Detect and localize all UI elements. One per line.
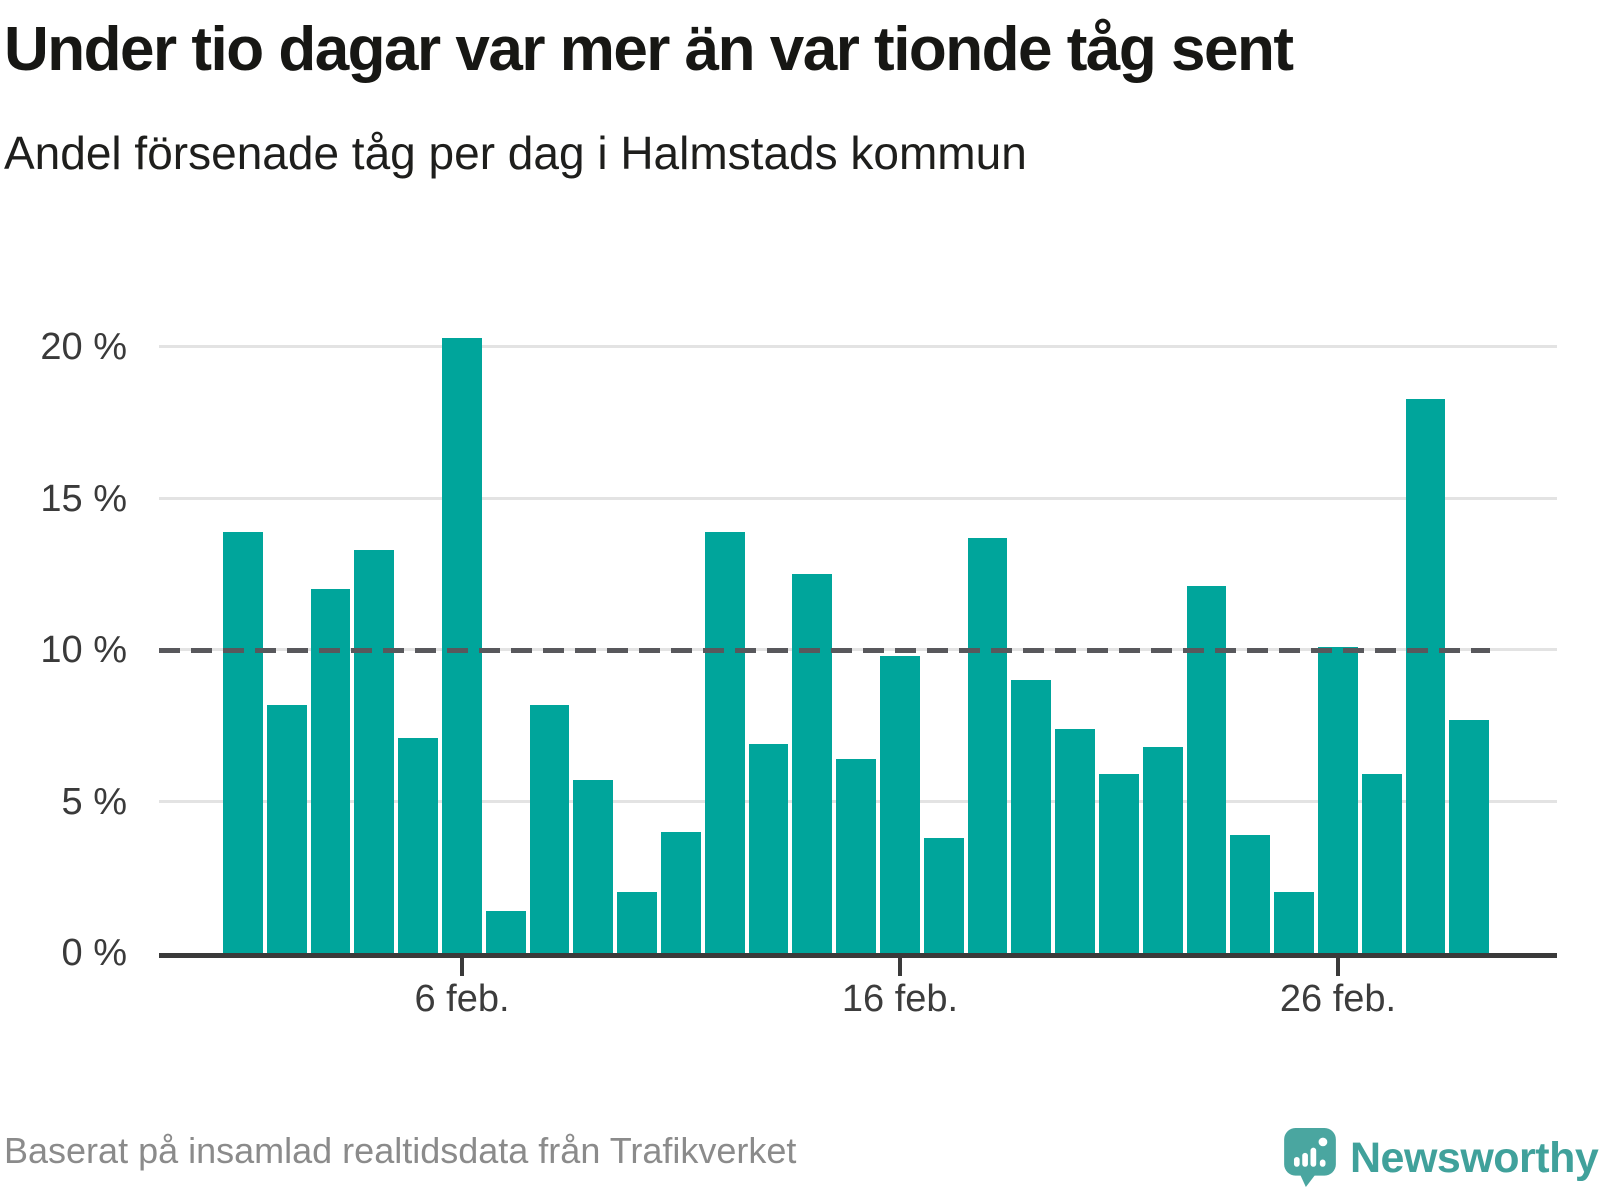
x-tick-label: 16 feb. <box>841 978 959 1020</box>
bar-day-14 <box>792 574 833 953</box>
bar-day-15 <box>836 759 876 953</box>
bar-day-23 <box>1186 586 1227 953</box>
gridline-20pct <box>159 345 1557 348</box>
bar-day-10 <box>617 892 657 953</box>
bar-day-21 <box>1098 774 1139 953</box>
source-note: Baserat på insamlad realtidsdata från Tr… <box>4 1130 797 1171</box>
gridline-15pct <box>159 497 1557 500</box>
newsworthy-logo-icon <box>1284 1128 1336 1187</box>
bar-day-3 <box>310 589 351 953</box>
bar-day-6 <box>441 338 482 953</box>
x-axis-line <box>159 953 1557 958</box>
bar-day-8 <box>529 705 570 953</box>
bar-day-26 <box>1317 647 1358 953</box>
x-tick-mark <box>1336 958 1340 976</box>
bar-day-2 <box>266 705 307 953</box>
bar-day-29 <box>1449 720 1490 953</box>
chart-subtitle: Andel försenade tåg per dag i Halmstads … <box>4 127 1027 179</box>
bar-day-1 <box>223 532 263 953</box>
bar-day-25 <box>1274 892 1314 953</box>
newsworthy-logo-text: Newsworthy <box>1350 1133 1599 1182</box>
bar-day-18 <box>967 538 1008 953</box>
x-tick-label: 6 feb. <box>414 978 510 1020</box>
bar-day-27 <box>1361 774 1402 953</box>
chart-title: Under tio dagar var mer än var tionde tå… <box>4 15 1294 84</box>
x-tick-mark <box>898 958 902 976</box>
reference-line-10pct <box>159 648 1490 653</box>
bar-day-19 <box>1011 680 1052 953</box>
bar-day-12 <box>704 532 745 953</box>
bar-day-24 <box>1230 835 1271 953</box>
bar-day-5 <box>398 738 438 953</box>
x-tick-mark <box>460 958 464 976</box>
bar-day-4 <box>354 550 395 953</box>
bar-day-11 <box>660 832 701 953</box>
bar-day-17 <box>923 838 964 953</box>
y-tick-label: 0 % <box>61 932 127 974</box>
bar-day-7 <box>485 911 526 953</box>
bar-day-28 <box>1405 399 1446 953</box>
y-tick-label: 20 % <box>40 326 127 368</box>
bars <box>223 330 1490 953</box>
bar-day-13 <box>748 744 789 953</box>
x-tick-label: 26 feb. <box>1279 978 1397 1020</box>
newsworthy-logo: Newsworthy <box>1284 1128 1599 1188</box>
bar-day-9 <box>573 780 614 953</box>
y-tick-label: 15 % <box>40 478 127 520</box>
y-tick-label: 5 % <box>61 781 127 823</box>
y-tick-label: 10 % <box>40 629 127 671</box>
bar-day-16 <box>879 656 920 953</box>
bar-day-22 <box>1142 747 1183 953</box>
bar-day-20 <box>1055 729 1095 953</box>
